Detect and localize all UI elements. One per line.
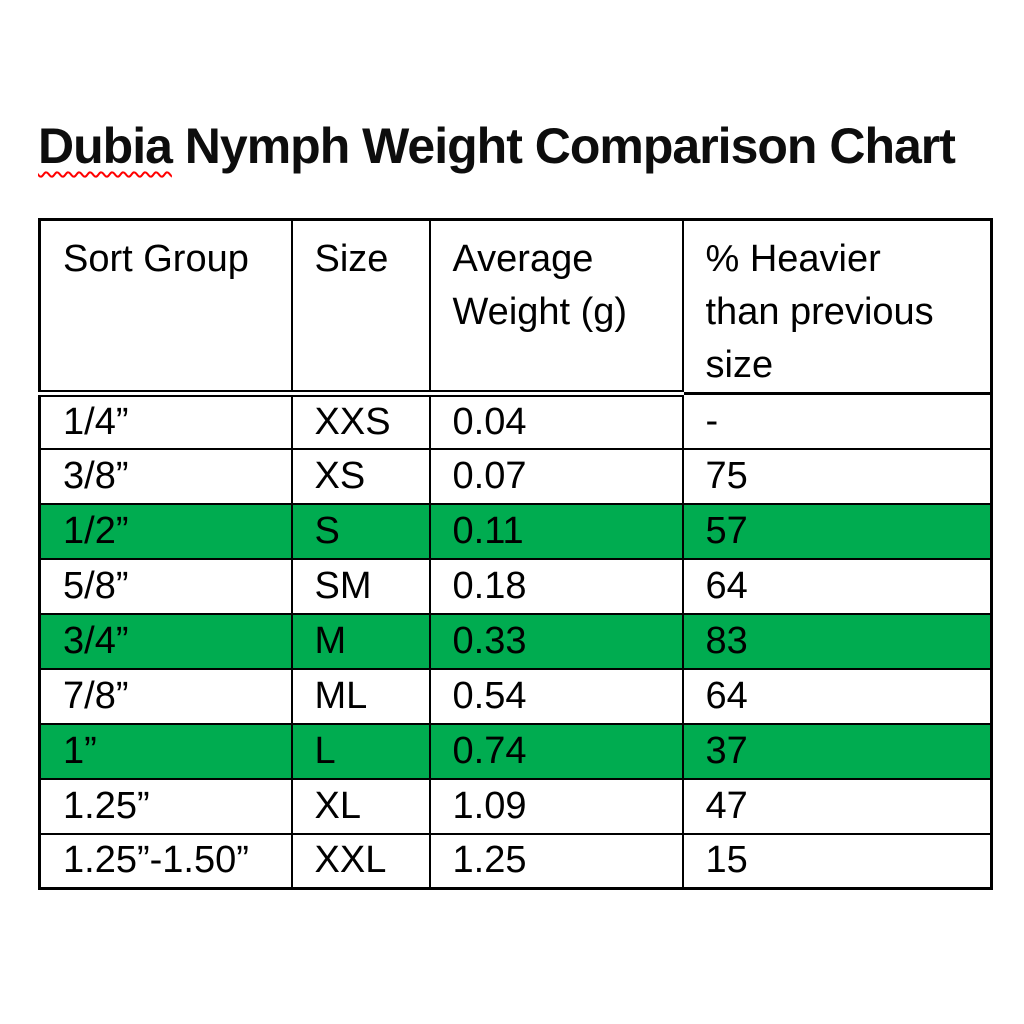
cell-size: M [290, 612, 431, 670]
cell-avg-weight: 0.11 [428, 502, 684, 560]
title-rest: Nymph Weight Comparison Chart [171, 118, 956, 174]
column-header-average-weight: Average Weight (g) [428, 218, 684, 397]
table-row: 1” L 0.74 37 [38, 722, 993, 780]
cell-pct-heavier: 83 [681, 612, 993, 670]
cell-avg-weight: 0.33 [428, 612, 684, 670]
table-row: 3/8” XS 0.07 75 [38, 447, 993, 505]
cell-size: ML [290, 667, 431, 725]
cell-size: SM [290, 557, 431, 615]
cell-sort-group: 7/8” [38, 667, 293, 725]
table-row: 5/8” SM 0.18 64 [38, 557, 993, 615]
cell-sort-group: 1.25” [38, 777, 293, 835]
cell-pct-heavier: 57 [681, 502, 993, 560]
cell-sort-group: 1.25”-1.50” [38, 832, 293, 890]
cell-pct-heavier: - [681, 392, 993, 450]
table-row: 1/4” XXS 0.04 - [38, 392, 993, 450]
column-header-sort-group: Sort Group [38, 218, 293, 397]
cell-avg-weight: 0.07 [428, 447, 684, 505]
header-row: Sort Group Size Average Weight (g) % Hea… [38, 218, 993, 397]
page-title: Dubia Nymph Weight Comparison Chart [38, 118, 956, 174]
table-row: 3/4” M 0.33 83 [38, 612, 993, 670]
table-row: 1/2” S 0.11 57 [38, 502, 993, 560]
cell-sort-group: 1/2” [38, 502, 293, 560]
table-row: 7/8” ML 0.54 64 [38, 667, 993, 725]
cell-sort-group: 1” [38, 722, 293, 780]
cell-size: L [290, 722, 431, 780]
cell-pct-heavier: 15 [681, 832, 993, 890]
cell-size: S [290, 502, 431, 560]
cell-size: XXL [290, 832, 431, 890]
table-row: 1.25” XL 1.09 47 [38, 777, 993, 835]
weight-comparison-table: Sort Group Size Average Weight (g) % Hea… [38, 218, 993, 890]
cell-pct-heavier: 64 [681, 667, 993, 725]
cell-pct-heavier: 75 [681, 447, 993, 505]
title-misspelled-word: Dubia [38, 118, 173, 174]
cell-avg-weight: 0.04 [428, 392, 684, 450]
cell-avg-weight: 0.54 [428, 667, 684, 725]
cell-sort-group: 5/8” [38, 557, 293, 615]
cell-size: XL [290, 777, 431, 835]
cell-sort-group: 3/4” [38, 612, 293, 670]
cell-pct-heavier: 64 [681, 557, 993, 615]
cell-avg-weight: 0.18 [428, 557, 684, 615]
cell-size: XS [290, 447, 431, 505]
cell-avg-weight: 0.74 [428, 722, 684, 780]
column-header-size: Size [290, 218, 431, 397]
column-header-pct-heavier: % Heavier than previous size [681, 218, 993, 395]
cell-sort-group: 1/4” [38, 392, 293, 450]
cell-avg-weight: 1.25 [428, 832, 684, 890]
cell-pct-heavier: 37 [681, 722, 993, 780]
cell-pct-heavier: 47 [681, 777, 993, 835]
cell-size: XXS [290, 392, 431, 450]
cell-sort-group: 3/8” [38, 447, 293, 505]
table-row: 1.25”-1.50” XXL 1.25 15 [38, 832, 993, 890]
cell-avg-weight: 1.09 [428, 777, 684, 835]
